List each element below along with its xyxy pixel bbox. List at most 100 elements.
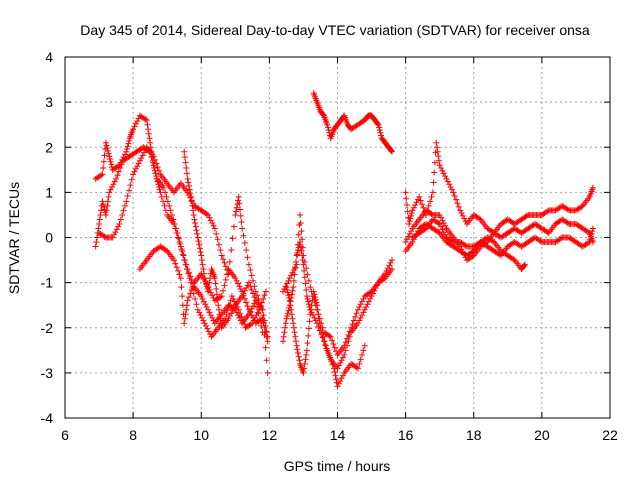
data-point-marker bbox=[436, 157, 443, 164]
data-point-marker bbox=[360, 347, 367, 354]
data-point-marker bbox=[302, 356, 309, 363]
data-point-marker bbox=[587, 233, 594, 240]
data-point-marker bbox=[280, 338, 286, 345]
data-point-marker bbox=[217, 294, 224, 301]
data-point-marker bbox=[354, 320, 361, 327]
data-point-marker bbox=[300, 252, 307, 259]
data-point-marker bbox=[374, 120, 381, 127]
data-point-marker bbox=[303, 286, 310, 293]
data-point-marker bbox=[439, 226, 446, 233]
data-point-marker bbox=[178, 246, 185, 253]
data-point-marker bbox=[145, 126, 152, 133]
data-point-marker bbox=[280, 333, 287, 340]
data-point-marker bbox=[331, 365, 338, 372]
data-point-marker bbox=[316, 315, 323, 322]
data-point-marker bbox=[442, 173, 449, 180]
data-point-marker bbox=[210, 222, 217, 229]
data-point-marker bbox=[367, 295, 374, 302]
data-point-marker bbox=[521, 261, 528, 268]
data-point-marker bbox=[284, 289, 291, 296]
data-point-marker bbox=[250, 303, 257, 310]
data-point-marker bbox=[179, 293, 186, 300]
data-point-marker bbox=[408, 210, 415, 217]
data-point-marker bbox=[232, 275, 239, 282]
data-point-marker bbox=[195, 238, 202, 245]
data-point-marker bbox=[221, 259, 228, 266]
data-point-marker bbox=[214, 236, 221, 243]
data-point-marker bbox=[331, 344, 338, 351]
data-point-marker bbox=[100, 201, 107, 208]
data-point-marker bbox=[194, 306, 201, 313]
data-point-marker bbox=[237, 310, 244, 317]
data-point-marker bbox=[250, 290, 257, 297]
data-point-marker bbox=[416, 193, 423, 200]
data-point-marker bbox=[335, 380, 342, 387]
data-point-marker bbox=[142, 146, 149, 153]
data-point-marker bbox=[418, 201, 425, 208]
data-point-marker bbox=[230, 304, 237, 311]
x-tick-label: 16 bbox=[398, 427, 414, 443]
data-point-marker bbox=[102, 139, 109, 146]
data-point-marker bbox=[303, 293, 310, 300]
data-point-marker bbox=[215, 306, 222, 313]
data-point-marker bbox=[461, 215, 468, 222]
data-point-marker bbox=[523, 212, 530, 219]
data-point-marker bbox=[263, 328, 270, 335]
data-point-marker bbox=[209, 292, 216, 299]
data-point-marker bbox=[98, 172, 105, 179]
data-point-marker bbox=[156, 186, 163, 193]
data-point-marker bbox=[311, 297, 318, 304]
data-point-marker bbox=[216, 311, 223, 318]
data-point-marker bbox=[100, 158, 107, 165]
data-point-marker bbox=[201, 320, 208, 327]
data-point-marker bbox=[305, 332, 312, 339]
y-tick-label: 1 bbox=[45, 184, 53, 200]
data-point-marker bbox=[174, 229, 181, 236]
data-point-marker bbox=[363, 303, 370, 310]
data-point-marker bbox=[440, 220, 447, 227]
data-point-marker bbox=[202, 301, 209, 308]
data-point-marker bbox=[402, 239, 409, 246]
data-point-marker bbox=[462, 218, 469, 225]
data-point-marker bbox=[428, 193, 435, 200]
data-point-marker bbox=[359, 351, 366, 358]
data-point-marker bbox=[209, 314, 216, 321]
data-point-marker bbox=[241, 321, 248, 328]
data-point-marker bbox=[95, 225, 102, 232]
data-point-marker bbox=[345, 338, 352, 345]
data-point-marker bbox=[407, 215, 414, 222]
data-point-marker bbox=[100, 203, 107, 210]
data-point-marker bbox=[96, 220, 103, 227]
data-point-marker bbox=[123, 148, 130, 155]
data-point-marker bbox=[402, 189, 409, 196]
data-point-marker bbox=[254, 303, 261, 310]
data-point-marker bbox=[207, 289, 214, 296]
y-tick-label: 0 bbox=[45, 230, 53, 246]
data-point-marker bbox=[589, 225, 596, 232]
data-point-marker bbox=[260, 312, 267, 319]
data-point-marker bbox=[259, 329, 266, 336]
data-point-marker bbox=[125, 140, 132, 147]
data-point-marker bbox=[428, 211, 435, 218]
data-point-marker bbox=[102, 211, 109, 218]
data-point-marker bbox=[198, 257, 205, 264]
data-point-marker bbox=[436, 220, 443, 227]
data-point-marker bbox=[327, 354, 334, 361]
data-point-marker bbox=[291, 329, 298, 336]
data-point-marker bbox=[453, 196, 460, 203]
data-point-marker bbox=[288, 306, 295, 313]
data-point-marker bbox=[236, 283, 243, 290]
data-point-marker bbox=[283, 315, 290, 322]
data-point-marker bbox=[305, 298, 312, 305]
data-point-marker bbox=[461, 251, 468, 258]
data-point-marker bbox=[326, 332, 333, 339]
data-point-marker bbox=[115, 223, 122, 230]
data-point-marker bbox=[462, 242, 469, 249]
data-point-marker bbox=[218, 252, 225, 259]
data-point-marker bbox=[205, 306, 212, 313]
data-point-marker bbox=[198, 293, 205, 300]
data-point-marker bbox=[348, 324, 355, 331]
data-point-marker bbox=[204, 325, 211, 332]
data-point-marker bbox=[301, 258, 308, 265]
data-point-marker bbox=[153, 160, 160, 167]
